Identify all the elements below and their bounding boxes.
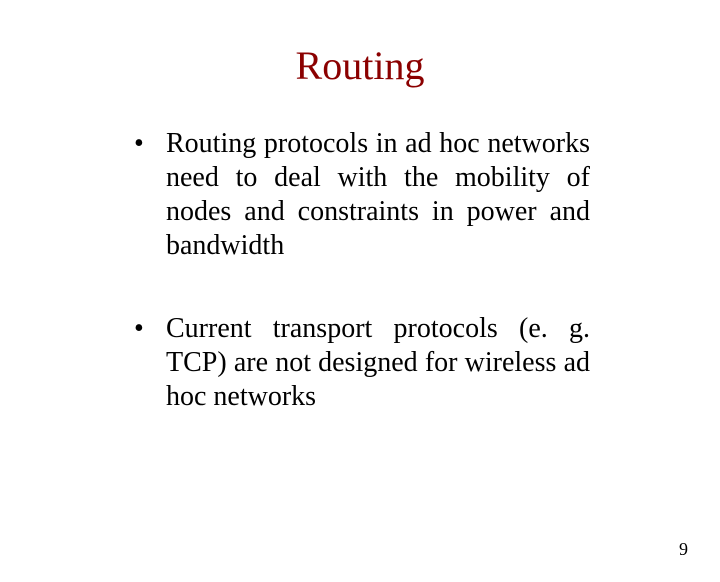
page-number: 9 xyxy=(679,539,688,560)
bullet-point: Current transport protocols (e. g. TCP) … xyxy=(130,312,590,414)
bullet-point: Routing protocols in ad hoc networks nee… xyxy=(130,127,590,264)
slide-content: Routing protocols in ad hoc networks nee… xyxy=(130,127,590,414)
slide-title: Routing xyxy=(0,42,720,89)
presentation-slide: Routing Routing protocols in ad hoc netw… xyxy=(0,42,720,582)
